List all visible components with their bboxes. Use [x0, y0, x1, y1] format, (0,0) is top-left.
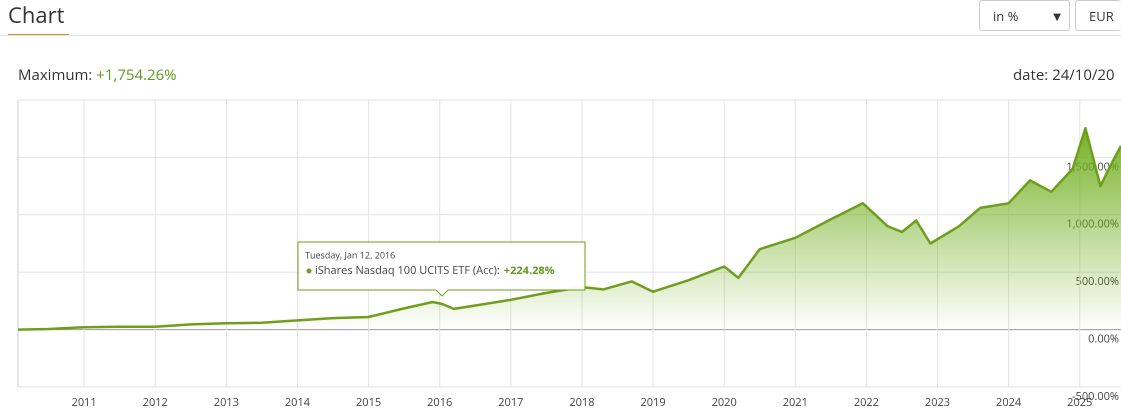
- x-tick-label: 2022: [854, 395, 879, 410]
- divider: [0, 35, 1121, 36]
- currency-select[interactable]: EUR: [1075, 0, 1121, 31]
- x-tick-label: 2016: [427, 395, 452, 410]
- maximum: Maximum: +1,754.26%: [18, 65, 177, 85]
- unit-select[interactable]: in % ▼: [979, 0, 1070, 31]
- x-tick-label: 2013: [214, 395, 239, 410]
- page-title: Chart: [8, 0, 65, 30]
- x-tick-label: 2018: [569, 395, 594, 410]
- tooltip-date: Tuesday, Jan 12, 2016: [305, 248, 395, 261]
- x-tick-label: 2011: [72, 395, 97, 410]
- line: [17, 126, 1121, 331]
- date: date: 24/10/20: [1013, 65, 1115, 85]
- tooltip-dot: [306, 268, 312, 274]
- y-tick-label: -500.00%: [1072, 389, 1119, 404]
- tooltip: Tuesday, Jan 12, 2016 iShares Nasdaq 100 …: [297, 241, 586, 297]
- tooltip-text: iShares Nasdaq 100 UCITS ETF (Acc): +224.…: [315, 263, 555, 278]
- tooltip-series: iShares Nasdaq 100 UCITS ETF (Acc):: [315, 263, 500, 278]
- x-tick-label: 2023: [925, 395, 950, 410]
- x-tick-label: 2025: [1067, 395, 1092, 410]
- unit-select-text: in %: [993, 7, 1019, 25]
- x-tick-label: 2017: [498, 395, 523, 410]
- x-tick-label: 2019: [640, 395, 665, 410]
- tooltip-box: [297, 241, 586, 297]
- x-tick-label: 2020: [712, 395, 737, 410]
- tooltip-value: +224.28%: [504, 263, 555, 278]
- chevron: ▼: [1053, 9, 1061, 23]
- x-tick-label: 2015: [356, 395, 381, 410]
- y-tick-label: 0.00%: [1088, 332, 1119, 347]
- x-tick-label: 2012: [143, 395, 168, 410]
- currency-select-text: EUR: [1089, 7, 1114, 25]
- x-tick-label: 2014: [285, 395, 311, 410]
- x-tick-label: 2024: [996, 395, 1022, 410]
- area: [18, 128, 1121, 330]
- maximum-label: Maximum:: [18, 65, 93, 85]
- x-tick-label: 2021: [783, 395, 808, 410]
- maximum-value: +1,754.26%: [96, 65, 177, 85]
